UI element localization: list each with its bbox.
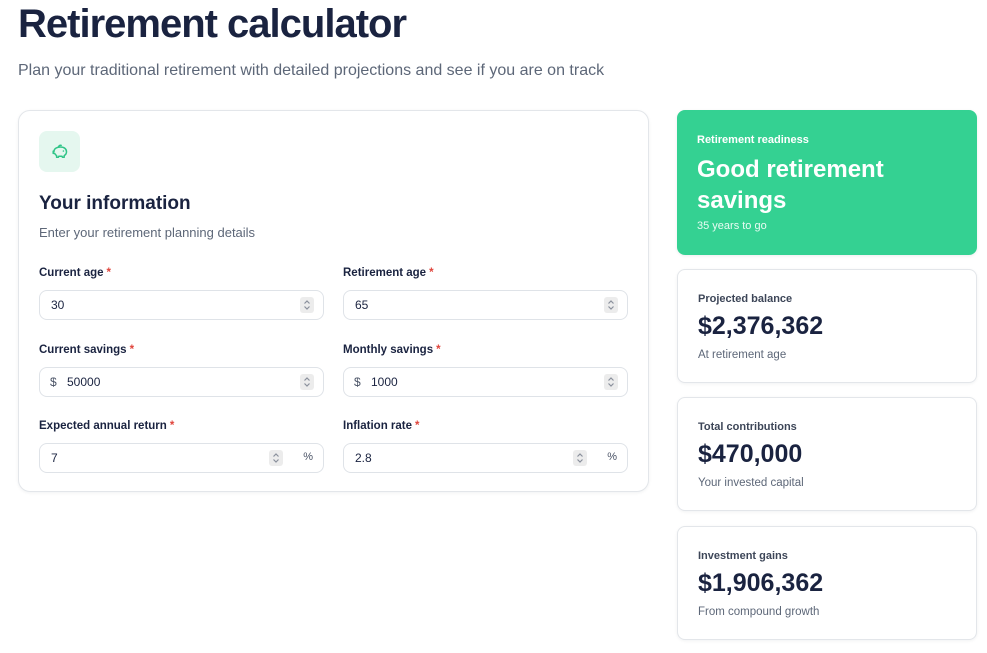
expected-return-field: Expected annual return * 7 % [39,418,324,473]
investment-gains-subtitle: From compound growth [698,606,820,618]
card-title: Your information [39,193,191,214]
stepper-arrows-icon [304,300,310,310]
current-savings-field: Current savings * $ 50000 [39,342,324,397]
stepper-arrows-icon [608,377,614,387]
readiness-subtitle: 35 years to go [697,220,767,232]
percent-suffix: % [607,451,617,463]
stepper-arrows-icon [608,300,614,310]
inflation-rate-field: Inflation rate * 2.8 % [343,418,628,473]
page-subtitle: Plan your traditional retirement with de… [18,62,605,79]
projected-balance-subtitle: At retirement age [698,349,787,361]
total-contributions-card: Total contributions $470,000 Your invest… [677,397,977,511]
current-savings-value: 50000 [67,375,101,389]
page-title: Retirement calculator [18,2,407,46]
monthly-savings-stepper[interactable] [604,374,618,390]
expected-return-value: 7 [51,451,58,465]
inflation-rate-value: 2.8 [355,451,372,465]
inflation-rate-stepper[interactable] [573,450,587,466]
piggy-bank-icon [51,143,67,158]
percent-suffix: % [303,451,313,463]
current-savings-stepper[interactable] [300,374,314,390]
retirement-age-stepper[interactable] [604,297,618,313]
stepper-arrows-icon [577,453,583,463]
total-contributions-label: Total contributions [698,421,797,433]
projected-balance-card: Projected balance $2,376,362 At retireme… [677,269,977,383]
required-mark: * [415,420,420,432]
current-age-value: 30 [51,298,65,312]
inflation-rate-input[interactable]: 2.8 % [343,443,628,473]
expected-return-label: Expected annual return [39,420,167,432]
total-contributions-value: $470,000 [698,440,803,468]
investment-gains-value: $1,906,362 [698,569,824,597]
card-subtitle: Enter your retirement planning details [39,225,256,240]
investment-gains-card: Investment gains $1,906,362 From compoun… [677,526,977,640]
current-age-stepper[interactable] [300,297,314,313]
inflation-rate-label: Inflation rate [343,420,413,432]
piggy-bank-icon-tile [39,131,80,172]
readiness-label: Retirement readiness [697,134,809,146]
current-savings-label: Current savings [39,344,127,356]
retirement-age-input[interactable]: 65 [343,290,628,320]
required-mark: * [106,267,112,279]
information-card: Your information Enter your retirement p… [18,110,649,492]
current-savings-input[interactable]: $ 50000 [39,367,324,397]
required-mark: * [436,344,441,356]
total-contributions-subtitle: Your invested capital [698,477,804,489]
readiness-title: Good retirement savings [697,156,884,214]
current-age-label: Current age [39,267,104,279]
investment-gains-label: Investment gains [698,550,788,562]
required-mark: * [129,344,135,356]
dollar-prefix: $ [50,375,57,389]
current-age-field: Current age * 30 [39,265,324,320]
retirement-age-field: Retirement age * 65 [343,265,628,320]
retirement-age-value: 65 [355,298,369,312]
dollar-prefix: $ [354,375,361,389]
monthly-savings-value: 1000 [371,375,398,389]
monthly-savings-field: Monthly savings * $ 1000 [343,342,628,397]
required-mark: * [169,420,175,432]
monthly-savings-input[interactable]: $ 1000 [343,367,628,397]
expected-return-stepper[interactable] [269,450,283,466]
current-age-input[interactable]: 30 [39,290,324,320]
projected-balance-label: Projected balance [698,293,793,305]
stepper-arrows-icon [304,377,310,387]
monthly-savings-label: Monthly savings [343,344,434,356]
retirement-age-label: Retirement age [343,267,427,279]
expected-return-input[interactable]: 7 % [39,443,324,473]
retirement-readiness-card: Retirement readiness Good retirement sav… [677,110,977,255]
required-mark: * [429,267,434,279]
stepper-arrows-icon [273,453,279,463]
projected-balance-value: $2,376,362 [698,312,824,340]
